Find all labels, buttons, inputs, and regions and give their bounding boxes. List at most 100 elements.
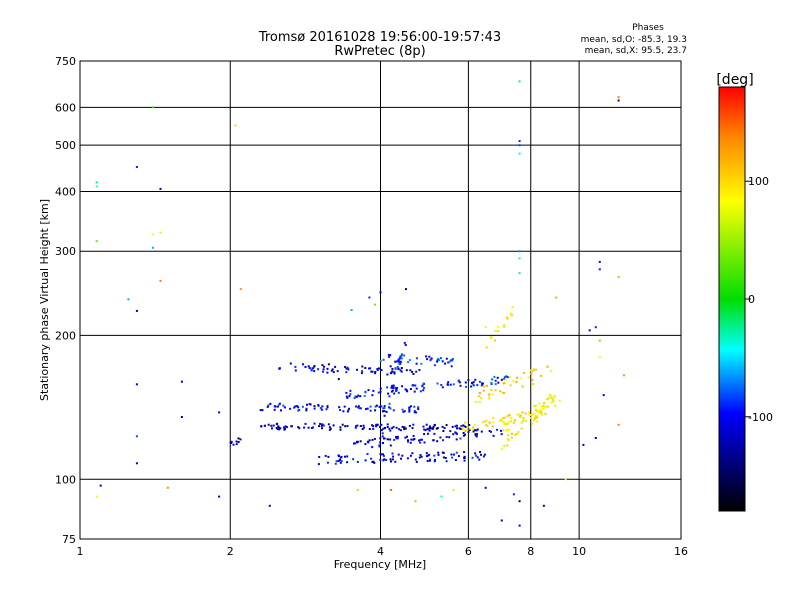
data-point: [458, 427, 461, 430]
data-point: [383, 410, 386, 413]
data-point: [498, 419, 501, 422]
data-point: [460, 425, 463, 428]
data-point: [346, 455, 349, 458]
data-point: [395, 436, 397, 438]
data-point: [278, 428, 281, 431]
data-point: [500, 419, 502, 422]
data-point: [372, 425, 375, 428]
data-point: [309, 403, 312, 406]
data-point: [474, 433, 477, 436]
data-point: [466, 429, 469, 432]
data-point: [339, 426, 342, 429]
data-point: [446, 383, 449, 386]
data-point: [380, 423, 383, 426]
data-point: [513, 419, 516, 422]
data-point: [379, 390, 382, 393]
data-point: [369, 405, 372, 408]
data-point: [527, 411, 530, 414]
data-point: [345, 395, 348, 398]
data-point: [334, 462, 337, 465]
x-tick-label: 8: [527, 545, 534, 558]
data-point: [393, 392, 396, 395]
data-point: [564, 478, 567, 481]
data-point: [440, 495, 443, 498]
data-point: [466, 425, 469, 428]
data-point: [372, 460, 375, 463]
data-point: [335, 460, 338, 463]
data-point: [463, 425, 466, 428]
data-point: [327, 455, 330, 458]
data-point: [454, 425, 457, 428]
data-point: [408, 410, 411, 413]
x-tick-label: 6: [465, 545, 472, 558]
data-point: [363, 395, 366, 397]
data-point: [303, 426, 306, 429]
y-tick-label: 300: [55, 245, 76, 258]
data-point: [445, 357, 448, 360]
data-point: [542, 504, 545, 507]
data-point: [400, 367, 403, 369]
data-point: [472, 430, 475, 433]
data-point: [264, 424, 266, 427]
data-point: [135, 309, 138, 312]
data-point: [617, 96, 620, 99]
stats-heading: Phases: [632, 23, 664, 33]
data-point: [598, 260, 601, 263]
data-point: [391, 452, 394, 455]
data-point: [414, 500, 417, 503]
data-point: [429, 425, 431, 428]
data-point: [370, 370, 373, 373]
data-point: [454, 459, 457, 461]
data-point: [135, 383, 138, 386]
data-point: [492, 416, 495, 419]
data-point: [509, 384, 512, 387]
data-point: [364, 390, 367, 393]
data-point: [418, 456, 421, 459]
data-point: [359, 425, 362, 427]
colorbar-label: [deg]: [716, 72, 753, 88]
data-point: [307, 365, 310, 368]
data-point: [490, 381, 493, 384]
data-point: [151, 233, 154, 236]
data-point: [396, 360, 399, 363]
data-point: [378, 367, 381, 370]
data-point: [501, 417, 504, 420]
x-tick-labels: 1 2 4 6 8 10 16: [77, 545, 689, 558]
data-point: [512, 380, 515, 383]
data-point: [400, 370, 403, 373]
data-point: [235, 443, 238, 446]
data-point: [337, 460, 340, 462]
colorbar-ticks: 100 0 -100: [745, 175, 773, 424]
data-point: [420, 455, 423, 458]
data-point: [271, 427, 273, 430]
data-point: [95, 181, 98, 184]
data-point: [515, 433, 518, 436]
data-point: [411, 384, 414, 387]
data-point: [478, 392, 481, 394]
data-point: [348, 395, 351, 398]
data-point: [491, 393, 494, 396]
data-point: [347, 368, 350, 371]
data-point: [413, 390, 416, 393]
data-point: [374, 303, 376, 306]
data-point: [461, 428, 464, 431]
data-point: [401, 425, 404, 428]
data-point: [405, 288, 407, 291]
data-point: [377, 391, 380, 394]
data-point: [398, 428, 401, 431]
y-tick-label: 100: [55, 473, 76, 486]
data-point: [480, 384, 483, 387]
data-point: [237, 441, 240, 443]
data-point: [390, 386, 393, 389]
data-point: [373, 461, 376, 464]
data-point: [391, 368, 394, 370]
data-point: [403, 354, 406, 357]
data-point: [332, 371, 335, 374]
data-point: [326, 461, 329, 464]
data-point: [319, 407, 322, 410]
data-point: [518, 524, 521, 527]
data-point: [492, 421, 495, 424]
data-point: [518, 257, 521, 260]
data-point: [415, 362, 418, 365]
data-point: [510, 314, 513, 317]
